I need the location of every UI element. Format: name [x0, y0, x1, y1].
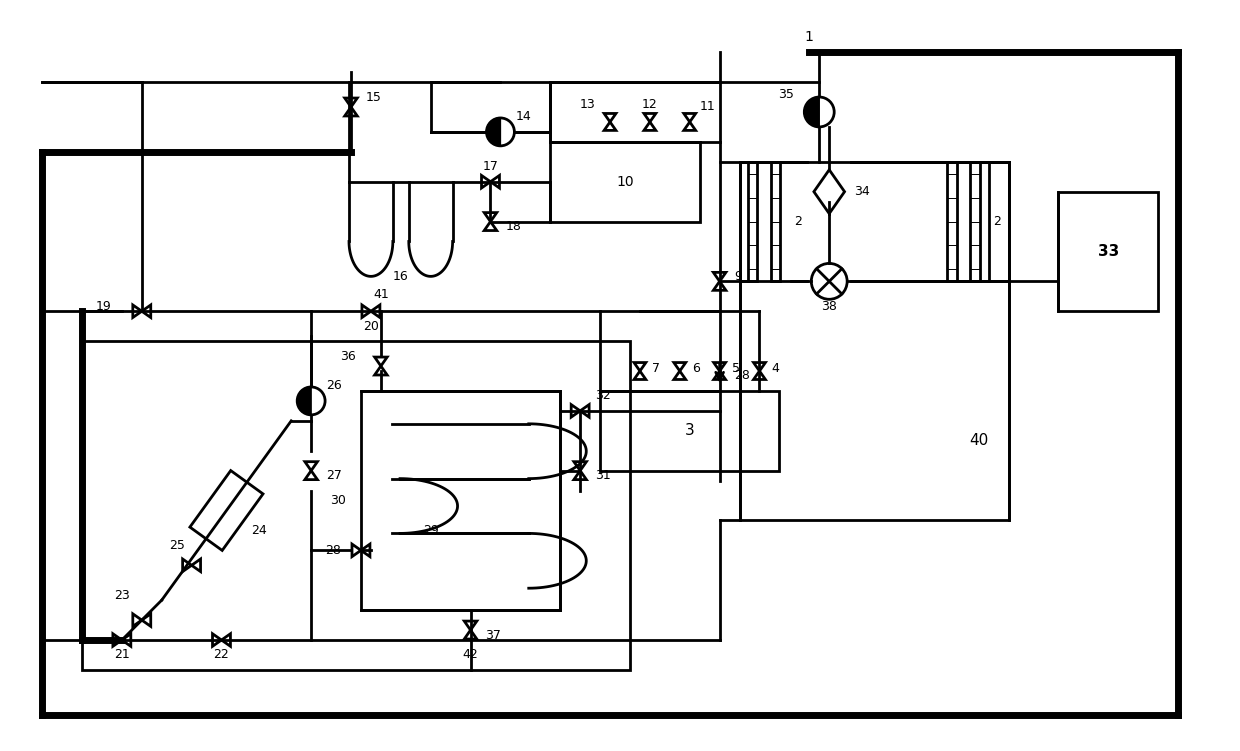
- Text: 30: 30: [330, 494, 346, 507]
- Text: 38: 38: [821, 300, 837, 312]
- Polygon shape: [298, 387, 311, 415]
- Text: 1: 1: [805, 30, 813, 44]
- Text: 3: 3: [684, 424, 694, 439]
- Text: 13: 13: [579, 98, 595, 110]
- Text: 22: 22: [213, 648, 229, 662]
- Text: 7: 7: [652, 361, 660, 375]
- Polygon shape: [820, 97, 835, 127]
- Text: 36: 36: [340, 349, 356, 363]
- Bar: [551, 142, 699, 222]
- Text: 11: 11: [699, 101, 715, 113]
- Text: 24: 24: [252, 524, 267, 537]
- Text: 2: 2: [993, 215, 1002, 228]
- Text: 28: 28: [325, 544, 341, 556]
- Text: 25: 25: [169, 539, 185, 552]
- Text: 12: 12: [642, 98, 657, 110]
- Bar: [947, 161, 956, 282]
- Text: 6: 6: [692, 361, 699, 375]
- Text: 37: 37: [486, 629, 501, 641]
- Text: 35: 35: [779, 88, 795, 101]
- Text: 31: 31: [595, 469, 611, 482]
- Bar: [361, 391, 560, 610]
- Text: 28: 28: [734, 369, 750, 382]
- Text: 10: 10: [616, 175, 634, 189]
- Text: 21: 21: [114, 648, 130, 662]
- Text: 16: 16: [393, 270, 409, 283]
- Polygon shape: [501, 118, 515, 146]
- Text: 26: 26: [326, 379, 342, 393]
- Bar: [82, 341, 630, 670]
- Text: 40: 40: [968, 433, 988, 448]
- Text: 41: 41: [373, 288, 389, 301]
- Text: 4: 4: [771, 361, 779, 375]
- Bar: [739, 161, 1008, 520]
- Text: 18: 18: [506, 220, 521, 233]
- Text: 14: 14: [516, 110, 531, 123]
- Text: 32: 32: [595, 390, 611, 403]
- Text: 15: 15: [366, 91, 382, 104]
- Text: 2: 2: [795, 215, 802, 228]
- Text: 17: 17: [482, 160, 498, 173]
- Bar: [748, 161, 758, 282]
- Text: 34: 34: [854, 185, 870, 198]
- Bar: [970, 161, 980, 282]
- Polygon shape: [311, 387, 325, 415]
- Polygon shape: [805, 97, 820, 127]
- Bar: [600, 391, 780, 471]
- Text: 27: 27: [326, 469, 342, 482]
- Text: 29: 29: [423, 524, 439, 537]
- Bar: [770, 161, 780, 282]
- Text: 20: 20: [363, 320, 379, 333]
- Text: 23: 23: [114, 589, 130, 602]
- Text: 9: 9: [734, 270, 743, 283]
- Text: 33: 33: [1097, 244, 1118, 259]
- Text: 19: 19: [97, 300, 112, 312]
- Polygon shape: [486, 118, 501, 146]
- Text: 42: 42: [463, 648, 479, 662]
- Bar: [1059, 192, 1158, 311]
- Text: 5: 5: [732, 361, 739, 375]
